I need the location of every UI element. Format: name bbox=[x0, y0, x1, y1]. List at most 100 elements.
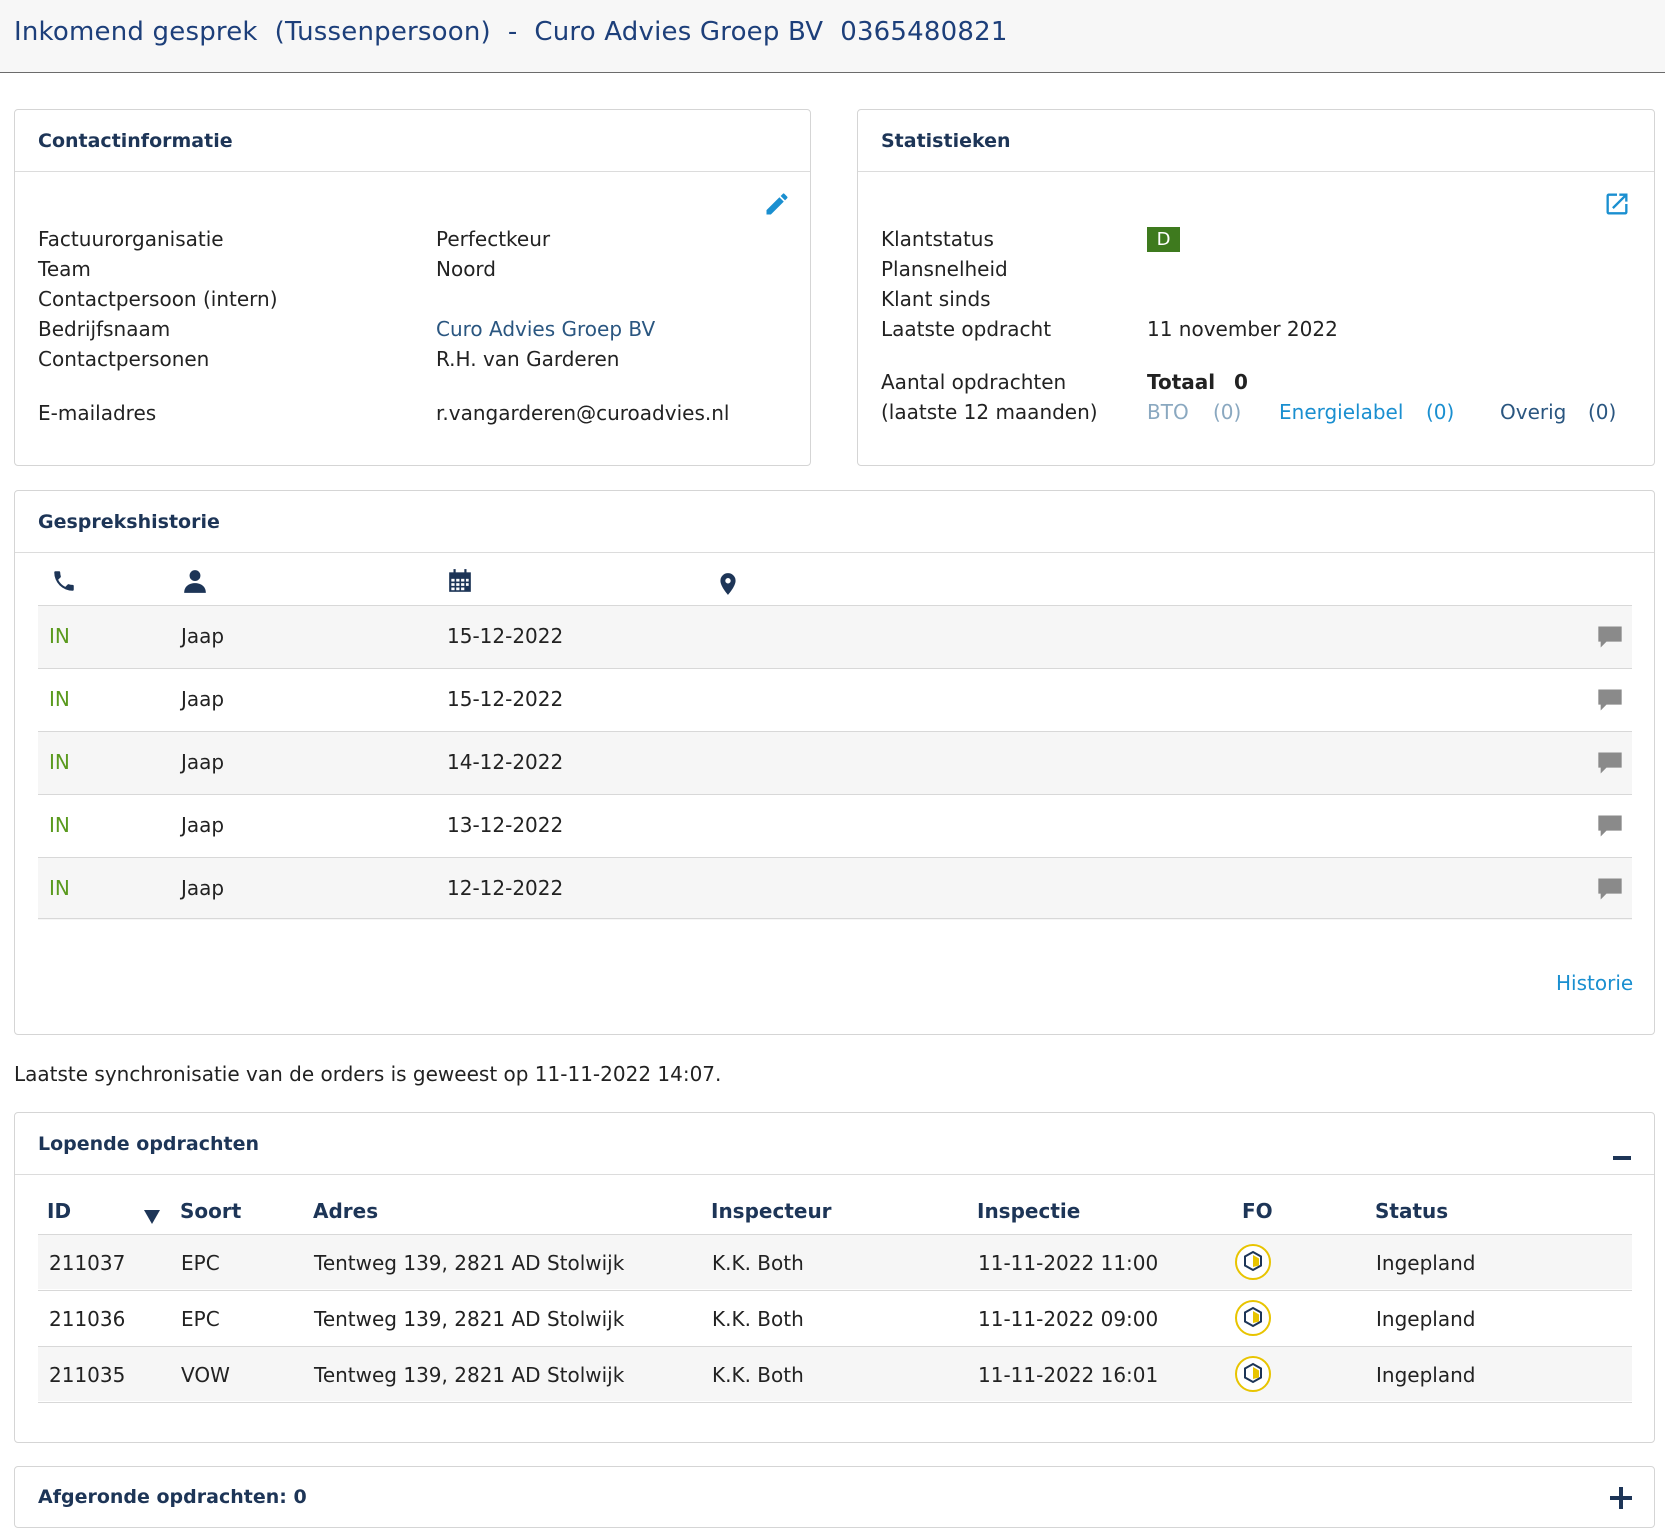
column-header-inspectie[interactable]: Inspectie bbox=[977, 1199, 1081, 1223]
order-row[interactable]: 211036 EPC Tentweg 139, 2821 AD Stolwijk… bbox=[38, 1290, 1632, 1345]
stats-panel: Statistieken bbox=[857, 109, 1655, 466]
overig-count[interactable]: (0) bbox=[1588, 400, 1617, 424]
energielabel-link[interactable]: Energielabel bbox=[1279, 400, 1404, 424]
historie-link[interactable]: Historie bbox=[1556, 971, 1634, 995]
bto-label: BTO bbox=[1147, 400, 1189, 424]
calendar-icon bbox=[447, 568, 473, 599]
order-row[interactable]: 211035 VOW Tentweg 139, 2821 AD Stolwijk… bbox=[38, 1346, 1632, 1401]
aantal-opdrachten-label: Aantal opdrachten bbox=[881, 370, 1067, 394]
history-name: Jaap bbox=[181, 750, 225, 774]
klant-sinds-label: Klant sinds bbox=[881, 287, 991, 311]
column-header-inspecteur[interactable]: Inspecteur bbox=[711, 1199, 832, 1223]
order-soort: EPC bbox=[181, 1251, 220, 1275]
order-adres: Tentweg 139, 2821 AD Stolwijk bbox=[314, 1251, 625, 1275]
stats-panel-header: Statistieken bbox=[858, 110, 1654, 172]
column-header-adres[interactable]: Adres bbox=[313, 1199, 379, 1223]
completed-panel[interactable]: Afgeronde opdrachten: 0 bbox=[14, 1466, 1655, 1528]
history-date: 15-12-2022 bbox=[447, 624, 564, 648]
expand-icon[interactable] bbox=[1610, 1487, 1632, 1514]
team-value: Noord bbox=[436, 257, 496, 281]
contact-panel-header: Contactinformatie bbox=[15, 110, 810, 172]
completed-panel-title: Afgeronde opdrachten: 0 bbox=[38, 1486, 307, 1508]
factuurorganisatie-label: Factuurorganisatie bbox=[38, 227, 224, 251]
order-status: Ingepland bbox=[1376, 1251, 1476, 1275]
orders-panel-header: Lopende opdrachten bbox=[15, 1113, 1654, 1175]
email-value: r.vangarderen@curoadvies.nl bbox=[436, 401, 730, 425]
order-status: Ingepland bbox=[1376, 1363, 1476, 1387]
history-row[interactable]: IN Jaap 15-12-2022 bbox=[38, 668, 1632, 731]
order-adres: Tentweg 139, 2821 AD Stolwijk bbox=[314, 1363, 625, 1387]
klantstatus-label: Klantstatus bbox=[881, 227, 994, 251]
fo-icon[interactable] bbox=[1235, 1356, 1271, 1392]
external-link-icon[interactable] bbox=[1603, 190, 1631, 223]
user-icon bbox=[182, 568, 208, 599]
stats-panel-title: Statistieken bbox=[881, 130, 1011, 152]
order-adres: Tentweg 139, 2821 AD Stolwijk bbox=[314, 1307, 625, 1331]
location-icon bbox=[715, 570, 741, 603]
history-date: 14-12-2022 bbox=[447, 750, 564, 774]
contact-panel-title: Contactinformatie bbox=[38, 130, 233, 152]
sort-desc-icon[interactable] bbox=[144, 1205, 160, 1229]
history-date: 12-12-2022 bbox=[447, 876, 564, 900]
status-badge: D bbox=[1147, 227, 1180, 252]
edit-icon[interactable] bbox=[763, 190, 791, 223]
history-row[interactable]: IN Jaap 15-12-2022 bbox=[38, 605, 1632, 668]
overig-link[interactable]: Overig bbox=[1500, 400, 1567, 424]
page-title: Inkomend gesprek (Tussenpersoon) - Curo … bbox=[14, 17, 1008, 47]
bedrijfsnaam-link[interactable]: Curo Advies Groep BV bbox=[436, 317, 656, 341]
history-name: Jaap bbox=[181, 687, 225, 711]
laatste-opdracht-label: Laatste opdracht bbox=[881, 317, 1052, 341]
comment-icon[interactable] bbox=[1596, 876, 1624, 907]
comment-icon[interactable] bbox=[1596, 687, 1624, 718]
fo-icon[interactable] bbox=[1235, 1300, 1271, 1336]
comment-icon[interactable] bbox=[1596, 750, 1624, 781]
order-inspecteur: K.K. Both bbox=[712, 1363, 804, 1387]
history-row[interactable]: IN Jaap 14-12-2022 bbox=[38, 731, 1632, 794]
energielabel-count[interactable]: (0) bbox=[1426, 400, 1455, 424]
order-row[interactable]: 211037 EPC Tentweg 139, 2821 AD Stolwijk… bbox=[38, 1234, 1632, 1289]
top-bar: Inkomend gesprek (Tussenpersoon) - Curo … bbox=[0, 0, 1665, 73]
history-row[interactable]: IN Jaap 13-12-2022 bbox=[38, 794, 1632, 857]
order-inspectie: 11-11-2022 16:01 bbox=[978, 1363, 1159, 1387]
order-inspectie: 11-11-2022 09:00 bbox=[978, 1307, 1159, 1331]
history-direction: IN bbox=[49, 687, 70, 711]
orders-panel-title: Lopende opdrachten bbox=[38, 1133, 260, 1155]
column-header-fo[interactable]: FO bbox=[1242, 1199, 1273, 1223]
comment-icon[interactable] bbox=[1596, 624, 1624, 655]
laatste-12-maanden-label: (laatste 12 maanden) bbox=[881, 400, 1098, 424]
history-name: Jaap bbox=[181, 813, 225, 837]
contactpersonen-value: R.H. van Garderen bbox=[436, 347, 620, 371]
order-inspecteur: K.K. Both bbox=[712, 1251, 804, 1275]
laatste-opdracht-value: 11 november 2022 bbox=[1147, 317, 1338, 341]
factuurorganisatie-value: Perfectkeur bbox=[436, 227, 551, 251]
history-panel-header: Gesprekshistorie bbox=[15, 491, 1654, 553]
order-soort: VOW bbox=[181, 1363, 230, 1387]
history-row[interactable]: IN Jaap 12-12-2022 bbox=[38, 857, 1632, 920]
history-date: 15-12-2022 bbox=[447, 687, 564, 711]
phone-icon bbox=[51, 568, 77, 599]
history-name: Jaap bbox=[181, 624, 225, 648]
team-label: Team bbox=[38, 257, 91, 281]
sync-notice: Laatste synchronisatie van de orders is … bbox=[14, 1062, 722, 1086]
history-date: 13-12-2022 bbox=[447, 813, 564, 837]
history-direction: IN bbox=[49, 876, 70, 900]
plansnelheid-label: Plansnelheid bbox=[881, 257, 1008, 281]
order-id: 211036 bbox=[49, 1307, 126, 1331]
order-id: 211037 bbox=[49, 1251, 126, 1275]
order-soort: EPC bbox=[181, 1307, 220, 1331]
comment-icon[interactable] bbox=[1596, 813, 1624, 844]
collapse-icon[interactable] bbox=[1613, 1141, 1631, 1165]
totaal-label: Totaal bbox=[1147, 370, 1216, 394]
history-table-bottom-rule bbox=[38, 918, 1632, 919]
column-header-id[interactable]: ID bbox=[47, 1199, 72, 1223]
email-label: E-mailadres bbox=[38, 401, 157, 425]
order-id: 211035 bbox=[49, 1363, 126, 1387]
contactpersoon-intern-label: Contactpersoon (intern) bbox=[38, 287, 278, 311]
column-header-soort[interactable]: Soort bbox=[180, 1199, 242, 1223]
bto-count: (0) bbox=[1213, 400, 1242, 424]
bedrijfsnaam-label: Bedrijfsnaam bbox=[38, 317, 171, 341]
fo-icon[interactable] bbox=[1235, 1244, 1271, 1280]
order-inspecteur: K.K. Both bbox=[712, 1307, 804, 1331]
history-direction: IN bbox=[49, 624, 70, 648]
column-header-status[interactable]: Status bbox=[1375, 1199, 1449, 1223]
